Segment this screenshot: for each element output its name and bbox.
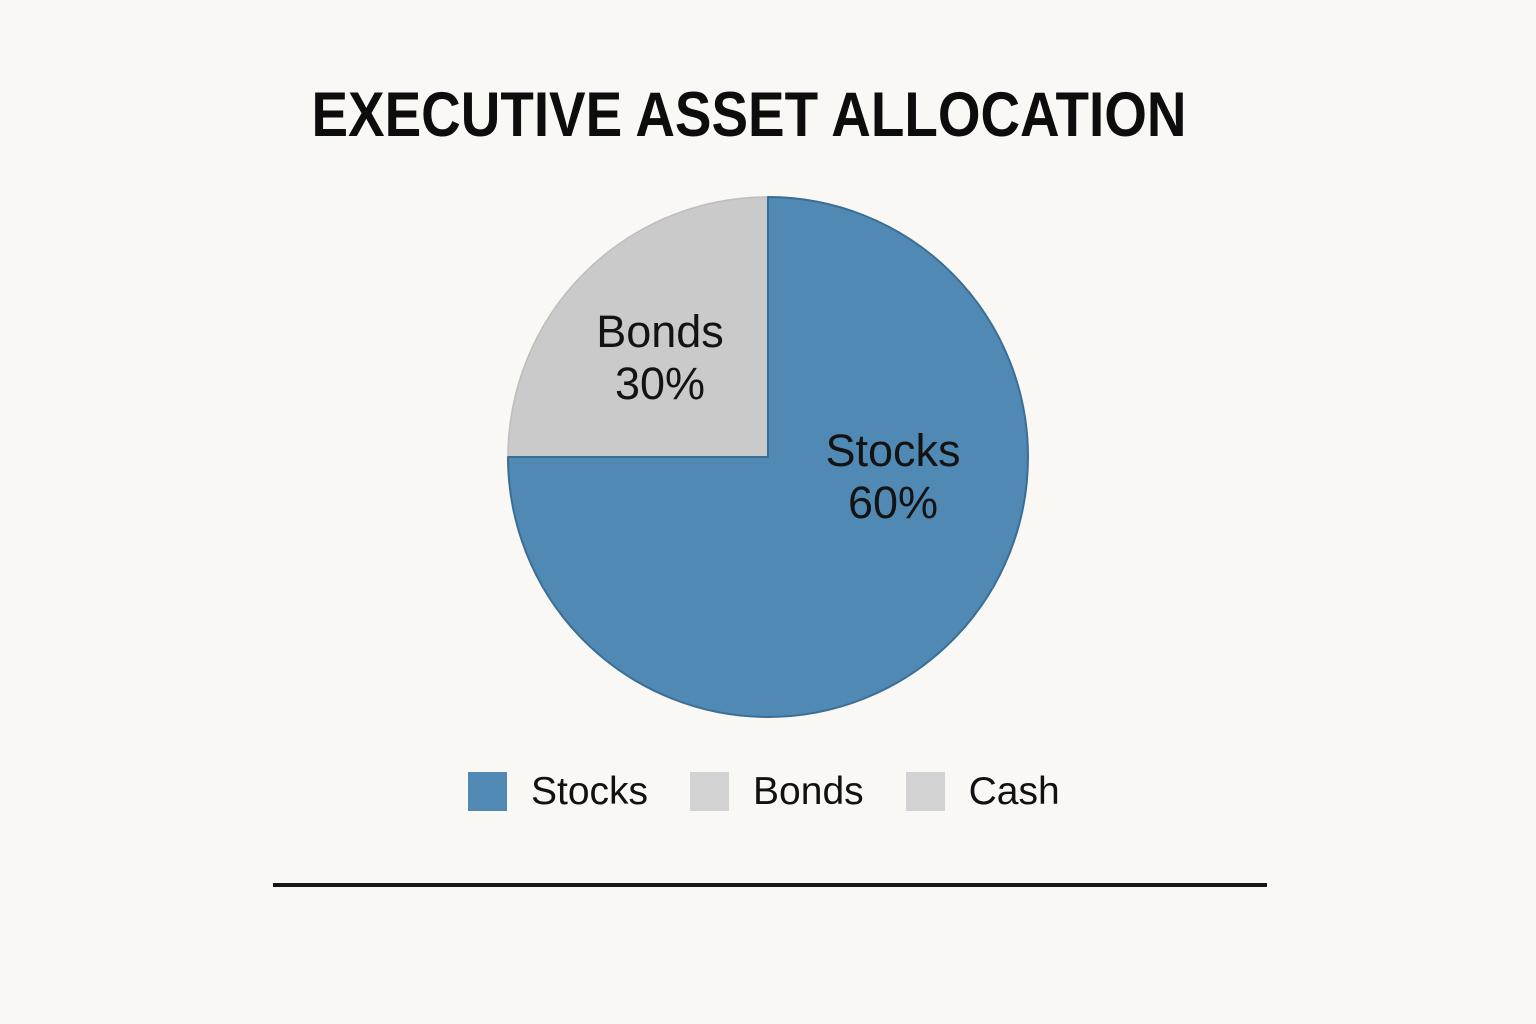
legend-item-cash: Cash <box>905 770 1060 813</box>
legend-label-cash: Cash <box>968 770 1060 813</box>
pie-slice-bonds <box>507 196 769 458</box>
legend-swatch-stocks <box>468 772 507 811</box>
chart-title: EXECUTIVE ASSET ALLOCATION <box>311 80 1187 150</box>
slice-label-bonds: Bonds 30% <box>596 306 724 410</box>
slice-label-stocks: Stocks 60% <box>825 425 960 529</box>
legend-swatch-bonds <box>690 772 730 811</box>
pie-chart: Bonds 30% Stocks 60% <box>505 194 1031 720</box>
legend-swatch-cash <box>905 772 945 811</box>
pie-svg <box>507 196 1029 718</box>
legend-label-stocks: Stocks <box>531 770 649 813</box>
divider-line <box>273 883 1267 887</box>
legend-label-bonds: Bonds <box>753 770 864 813</box>
slice-label-bonds-percent: 30% <box>614 358 706 409</box>
slice-label-stocks-percent: 60% <box>847 477 939 528</box>
slice-label-stocks-name: Stocks <box>825 424 961 476</box>
pie-slice-stocks <box>507 196 1029 718</box>
legend: Stocks Bonds Cash <box>468 772 1060 811</box>
slice-label-bonds-name: Bonds <box>596 305 724 357</box>
legend-item-stocks: Stocks <box>468 772 648 811</box>
legend-item-bonds: Bonds <box>690 772 864 811</box>
